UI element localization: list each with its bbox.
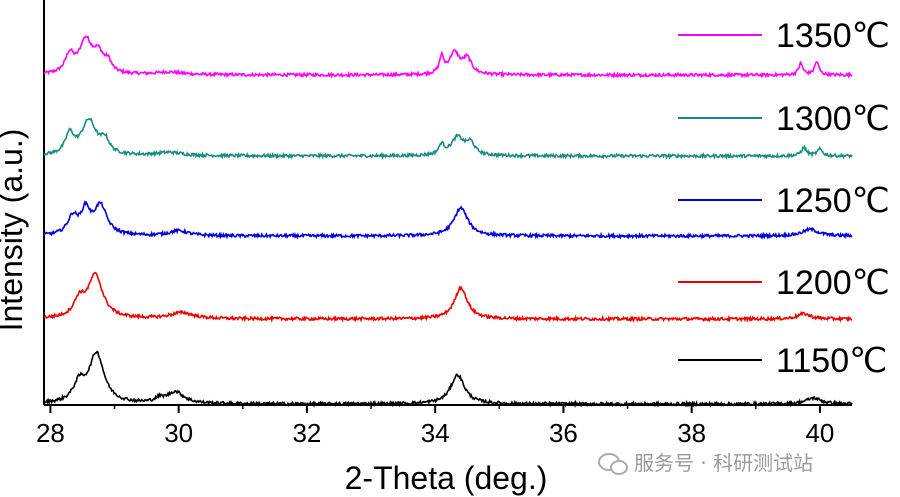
x-tick-label: 32 — [292, 418, 321, 448]
x-tick-label: 36 — [549, 418, 578, 448]
x-tick-label: 30 — [164, 418, 193, 448]
watermark-text: 服务号 · 科研测试站 — [634, 451, 814, 475]
x-tick-label: 34 — [421, 418, 450, 448]
x-tick-label: 28 — [36, 418, 65, 448]
legend-label: 1300℃ — [776, 100, 890, 138]
series-line-1150℃ — [43, 350, 853, 409]
x-axis-title: 2-Theta (deg.) — [345, 460, 548, 496]
y-axis-title: Intensity (a.u.) — [0, 129, 29, 332]
legend-label: 1350℃ — [776, 17, 890, 55]
series-line-1250℃ — [43, 199, 853, 240]
legend-label: 1150℃ — [776, 342, 887, 380]
x-tick-label: 38 — [677, 418, 706, 448]
axes: 28 30 32 34 36 38 40 — [36, 0, 852, 448]
series-line-1200℃ — [44, 271, 853, 324]
legend-label: 1250℃ — [776, 182, 890, 220]
series-line-1300℃ — [43, 117, 853, 160]
x-tick-label: 40 — [805, 418, 834, 448]
series-line-1350℃ — [43, 35, 853, 80]
traces — [43, 35, 853, 409]
legend: 1350℃ 1300℃ 1250℃ 1200℃ 1150℃ — [678, 17, 890, 380]
legend-label: 1200℃ — [776, 264, 890, 302]
chat-bubbles-icon — [598, 451, 628, 475]
watermark: 服务号 · 科研测试站 — [598, 447, 813, 476]
